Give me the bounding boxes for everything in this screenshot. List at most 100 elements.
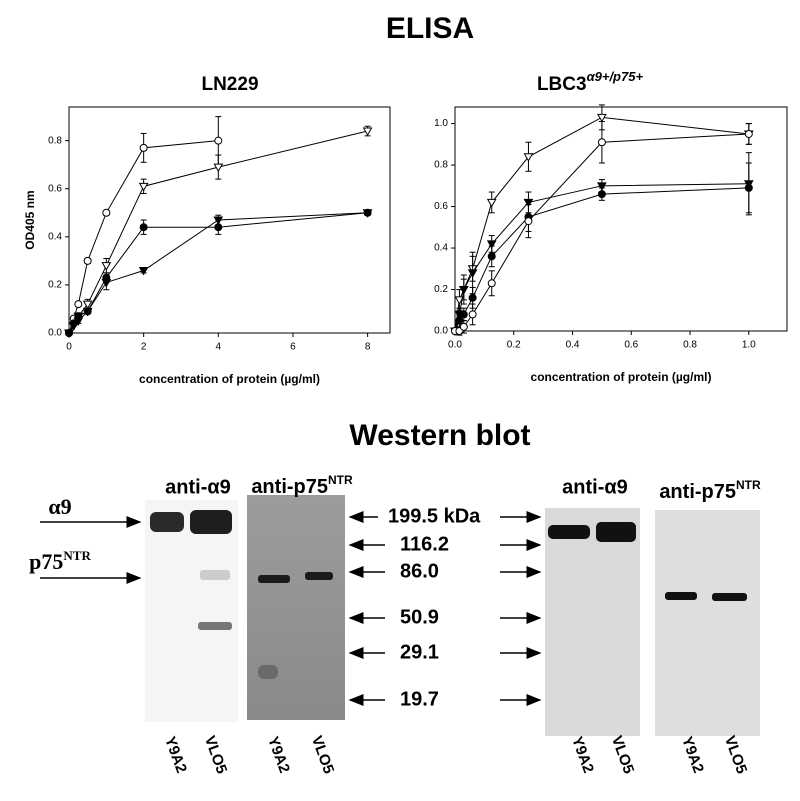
antibody-main: anti-p75 (251, 476, 328, 498)
blot-band (150, 512, 184, 532)
side-label-superscript: NTR (63, 548, 91, 563)
blot-band (200, 570, 230, 580)
point (65, 329, 73, 337)
series-line (454, 187, 749, 332)
y-tick-label: 0.4 (48, 231, 62, 242)
x-tick-label: 6 (290, 342, 296, 353)
y-tick-label: 0.0 (434, 326, 448, 337)
blot-panel (545, 508, 640, 736)
lane-label: VLO5 (608, 733, 637, 776)
marker-label: 199.5 kDa (388, 505, 481, 527)
point (139, 143, 148, 152)
point (597, 113, 607, 123)
lane-label: VLO5 (201, 733, 230, 776)
point (102, 208, 111, 217)
antibody-label: anti-p75NTR (659, 478, 761, 503)
blot-panel (145, 500, 238, 722)
chart-title: LN229 (201, 74, 258, 95)
lane-label: Y9A2 (264, 734, 293, 775)
x-tick-label: 4 (216, 342, 222, 353)
blot-panel (247, 495, 345, 720)
y-tick-label: 1.0 (434, 118, 448, 129)
series-line (455, 133, 749, 332)
point (468, 293, 477, 302)
point (486, 240, 497, 249)
marker-label: 116.2 (400, 533, 449, 555)
point (102, 273, 111, 282)
x-axis-label: concentration of protein (µg/ml) (531, 370, 712, 384)
series-line (454, 183, 749, 332)
side-label-main: p75 (29, 549, 63, 574)
point (138, 182, 149, 192)
y-tick-label: 0.8 (48, 135, 62, 146)
point (467, 269, 478, 278)
point (597, 138, 606, 147)
x-tick-label: 0.2 (507, 340, 521, 351)
point (83, 256, 92, 265)
point (139, 223, 148, 232)
point (82, 300, 93, 310)
chart-title-main: LBC3 (537, 74, 587, 95)
y-axis-label: OD405 nm (23, 190, 37, 249)
point (362, 127, 373, 137)
point (487, 252, 496, 261)
y-tick-label: 0.8 (434, 160, 448, 171)
lane-label: Y9A2 (161, 734, 190, 775)
marker-label: 29.1 (400, 641, 439, 663)
blot-band (712, 593, 747, 601)
antibody-label: anti-α9 (165, 476, 231, 498)
chart-title-superscript: α9+/p75+ (587, 69, 644, 84)
x-tick-label: 1.0 (742, 340, 756, 351)
side-label: α9 (48, 494, 71, 519)
point (523, 153, 534, 162)
point (74, 312, 83, 321)
y-tick-label: 0.6 (48, 183, 62, 194)
blot-band (596, 522, 636, 542)
marker-label: 19.7 (400, 688, 439, 710)
antibody-label: anti-p75NTR (251, 473, 353, 498)
blot-band (190, 510, 232, 534)
y-tick-label: 0.6 (434, 201, 448, 212)
point (83, 307, 92, 316)
plot-frame (68, 106, 391, 334)
lane-label: VLO5 (721, 733, 750, 776)
point (214, 136, 223, 145)
point (744, 183, 753, 192)
antibody-main: anti-p75 (659, 481, 736, 503)
figure-title: ELISA (386, 12, 474, 45)
x-tick-label: 0.8 (683, 340, 697, 351)
point (363, 208, 372, 217)
point (468, 310, 477, 319)
x-tick-label: 0.0 (448, 340, 462, 351)
lane-label: Y9A2 (568, 734, 597, 775)
y-tick-label: 0.2 (434, 284, 448, 295)
point (744, 129, 753, 138)
x-axis-label: concentration of protein (µg/ml) (139, 372, 320, 386)
blot-band (258, 575, 290, 583)
lane-label: VLO5 (308, 733, 337, 776)
point (486, 198, 497, 208)
x-tick-label: 2 (141, 342, 147, 353)
blot-panel (655, 510, 760, 736)
marker-label: 50.9 (400, 606, 439, 628)
point (101, 262, 112, 271)
point (459, 322, 468, 331)
point (213, 163, 224, 173)
point (597, 182, 607, 191)
chart-title: LBC3α9+/p75+ (537, 69, 644, 95)
blot-band (198, 622, 232, 630)
point (459, 310, 468, 319)
point (487, 279, 496, 288)
blot-band (258, 665, 278, 679)
side-label: p75NTR (29, 548, 91, 574)
marker-label: 86.0 (400, 560, 439, 582)
point (458, 286, 469, 295)
blot-title: Western blot (349, 419, 530, 452)
point (597, 190, 606, 199)
x-tick-label: 8 (365, 342, 371, 353)
marker-ladder: 199.5 kDa 116.2 86.0 50.9 29.1 19.7 (348, 505, 542, 710)
blot-band (548, 525, 590, 539)
x-tick-label: 0.4 (566, 340, 580, 351)
blot-band (665, 592, 697, 600)
